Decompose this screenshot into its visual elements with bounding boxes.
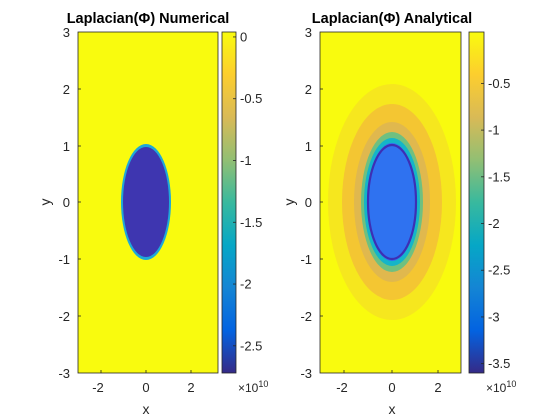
analytical-colorbar-tick-label: -2 <box>488 216 500 231</box>
analytical-colorbar-ticks: -0.5 -1 -1.5 -2 -2.5 -3 -3.5 <box>481 76 510 371</box>
numerical-y-tick-label: 2 <box>63 82 70 97</box>
analytical-x-tick-label: 2 <box>434 380 441 395</box>
analytical-colorbar-exponent: ×1010 <box>486 379 516 395</box>
analytical-axes-box <box>319 31 462 374</box>
numerical-y-tick-label: -3 <box>58 366 70 381</box>
numerical-x-tick-label: 2 <box>187 380 194 395</box>
numerical-x-tick-label: 0 <box>142 380 149 395</box>
numerical-heatmap <box>78 32 218 373</box>
analytical-exponent-base: ×10 <box>486 381 507 395</box>
numerical-colorbar <box>221 31 237 374</box>
numerical-exponent-base: ×10 <box>238 381 259 395</box>
analytical-x-ticks: -2 0 2 <box>336 380 441 395</box>
numerical-colorbar-exponent: ×1010 <box>238 379 268 395</box>
numerical-y-tick-label: -2 <box>58 309 70 324</box>
analytical-y-tick-label: -1 <box>300 252 312 267</box>
analytical-colorbar-tick-label: -1 <box>488 123 500 138</box>
numerical-colorbar-ticks: 0 -0.5 -1 -1.5 -2 -2.5 <box>233 29 262 353</box>
numerical-x-label: x <box>143 401 150 417</box>
analytical-x-tick-label: 0 <box>388 380 395 395</box>
analytical-title: Laplacian(Φ) Analytical <box>312 11 472 27</box>
numerical-y-label: y <box>37 199 53 206</box>
numerical-x-tick-label: -2 <box>92 380 104 395</box>
numerical-colorbar-tick-label: 0 <box>240 29 247 44</box>
analytical-y-tick-label: 1 <box>305 139 312 154</box>
analytical-y-tick-label: 0 <box>305 195 312 210</box>
numerical-y-tick-label: -1 <box>58 252 70 267</box>
analytical-colorbar-tick-label: -3.5 <box>488 356 510 371</box>
analytical-ellipse-core <box>367 143 417 261</box>
analytical-x-tick-label: -2 <box>336 380 348 395</box>
numerical-colorbar-tick-label: -1.5 <box>240 215 262 230</box>
numerical-exponent-power: 10 <box>258 379 268 389</box>
numerical-x-ticks: -2 0 2 <box>92 380 194 395</box>
analytical-y-tick-marks <box>320 88 439 373</box>
analytical-y-ticks: 3 2 1 0 -1 -2 -3 <box>300 25 312 381</box>
analytical-colorbar-tick-label: -3 <box>488 309 500 324</box>
analytical-y-label: y <box>281 199 297 206</box>
numerical-y-tick-label: 0 <box>63 195 70 210</box>
numerical-y-ticks: 3 2 1 0 -1 -2 -3 <box>58 25 70 381</box>
numerical-y-tick-marks <box>78 88 192 373</box>
numerical-colorbar-tick-label: -1 <box>240 153 252 168</box>
analytical-y-tick-label: -2 <box>300 309 312 324</box>
analytical-y-tick-label: 3 <box>305 25 312 40</box>
analytical-y-tick-label: 2 <box>305 82 312 97</box>
numerical-y-tick-label: 3 <box>63 25 70 40</box>
numerical-axes-box <box>77 31 219 374</box>
analytical-panel: Laplacian(Φ) Analytical 3 2 1 0 -1 -2 -3 <box>281 11 516 417</box>
analytical-colorbar <box>468 31 485 374</box>
analytical-x-label: x <box>389 401 396 417</box>
analytical-y-tick-label: -3 <box>300 366 312 381</box>
analytical-heatmap <box>320 32 461 373</box>
numerical-colorbar-tick-label: -0.5 <box>240 91 262 106</box>
analytical-colorbar-tick-label: -2.5 <box>488 263 510 278</box>
analytical-ellipse-ring <box>366 143 418 261</box>
numerical-ellipse-core <box>123 147 169 257</box>
analytical-colorbar-tick-label: -0.5 <box>488 76 510 91</box>
numerical-colorbar-tick-label: -2 <box>240 277 252 292</box>
numerical-y-tick-label: 1 <box>63 139 70 154</box>
analytical-exponent-power: 10 <box>506 379 516 389</box>
numerical-title: Laplacian(Φ) Numerical <box>67 11 230 27</box>
analytical-colorbar-tick-label: -1.5 <box>488 169 510 184</box>
numerical-colorbar-tick-label: -2.5 <box>240 338 262 353</box>
numerical-panel: Laplacian(Φ) Numerical 3 2 1 0 -1 -2 -3 <box>37 11 268 417</box>
